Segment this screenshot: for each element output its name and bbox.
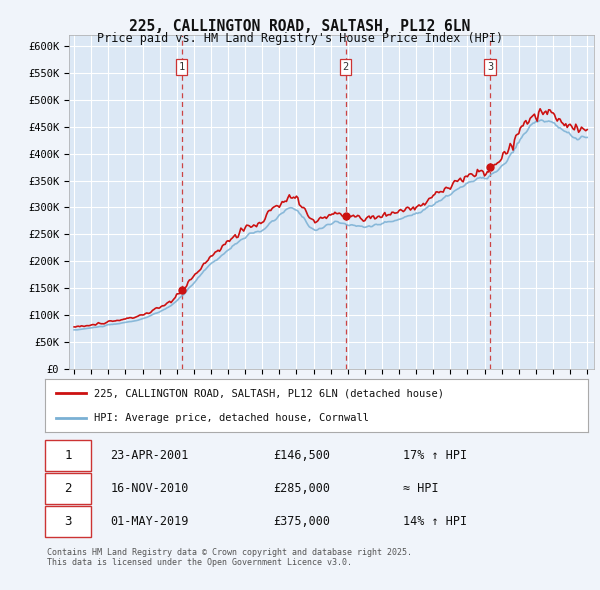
Text: 17% ↑ HPI: 17% ↑ HPI bbox=[403, 448, 467, 462]
Text: 01-MAY-2019: 01-MAY-2019 bbox=[110, 514, 188, 528]
FancyBboxPatch shape bbox=[45, 473, 91, 504]
Text: 23-APR-2001: 23-APR-2001 bbox=[110, 448, 188, 462]
Text: 225, CALLINGTON ROAD, SALTASH, PL12 6LN (detached house): 225, CALLINGTON ROAD, SALTASH, PL12 6LN … bbox=[94, 388, 444, 398]
Text: £285,000: £285,000 bbox=[273, 481, 330, 495]
Text: ≈ HPI: ≈ HPI bbox=[403, 481, 439, 495]
FancyBboxPatch shape bbox=[45, 506, 91, 537]
Text: 1: 1 bbox=[179, 62, 185, 72]
Text: HPI: Average price, detached house, Cornwall: HPI: Average price, detached house, Corn… bbox=[94, 412, 369, 422]
Text: £375,000: £375,000 bbox=[273, 514, 330, 528]
Text: 1: 1 bbox=[65, 448, 72, 462]
Text: £146,500: £146,500 bbox=[273, 448, 330, 462]
Text: 3: 3 bbox=[487, 62, 493, 72]
Text: 225, CALLINGTON ROAD, SALTASH, PL12 6LN: 225, CALLINGTON ROAD, SALTASH, PL12 6LN bbox=[130, 19, 470, 34]
Text: 2: 2 bbox=[65, 481, 72, 495]
Text: 2: 2 bbox=[343, 62, 349, 72]
Text: Contains HM Land Registry data © Crown copyright and database right 2025.
This d: Contains HM Land Registry data © Crown c… bbox=[47, 548, 412, 567]
Text: Price paid vs. HM Land Registry's House Price Index (HPI): Price paid vs. HM Land Registry's House … bbox=[97, 32, 503, 45]
FancyBboxPatch shape bbox=[45, 440, 91, 471]
Text: 14% ↑ HPI: 14% ↑ HPI bbox=[403, 514, 467, 528]
Text: 16-NOV-2010: 16-NOV-2010 bbox=[110, 481, 188, 495]
Text: 3: 3 bbox=[65, 514, 72, 528]
